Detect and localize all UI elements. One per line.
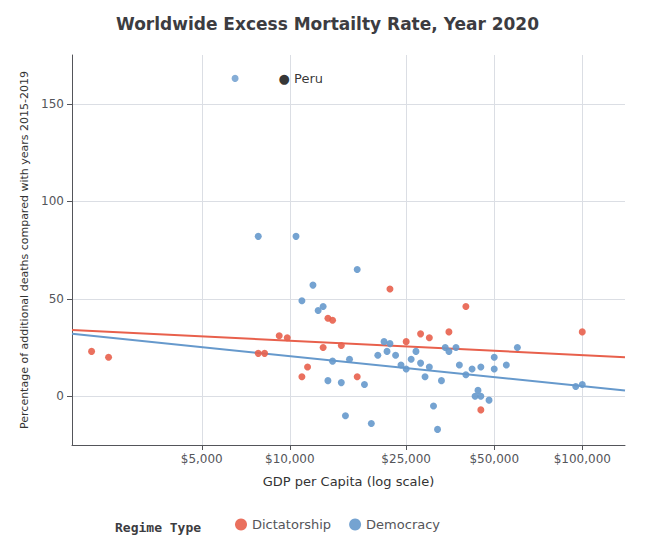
svg-text:Regime Type: Regime Type	[115, 520, 201, 535]
svg-text:$25,000: $25,000	[381, 452, 431, 466]
svg-text:GDP per Capita (log scale): GDP per Capita (log scale)	[263, 474, 434, 489]
svg-text:100: 100	[41, 194, 64, 208]
svg-text:$10,000: $10,000	[265, 452, 315, 466]
svg-text:50: 50	[49, 292, 64, 306]
svg-text:0: 0	[56, 389, 64, 403]
svg-text:Worldwide Excess Mortailty Rat: Worldwide Excess Mortailty Rate, Year 20…	[116, 14, 539, 34]
svg-text:Percentage of additional death: Percentage of additional deaths compared…	[18, 71, 31, 429]
svg-text:$5,000: $5,000	[181, 452, 223, 466]
svg-text:$100,000: $100,000	[554, 452, 611, 466]
svg-text:$50,000: $50,000	[469, 452, 519, 466]
svg-text:Dictatorship: Dictatorship	[252, 517, 331, 532]
svg-text:● Peru: ● Peru	[279, 71, 323, 86]
svg-text:150: 150	[41, 97, 64, 111]
svg-text:Democracy: Democracy	[366, 517, 440, 532]
